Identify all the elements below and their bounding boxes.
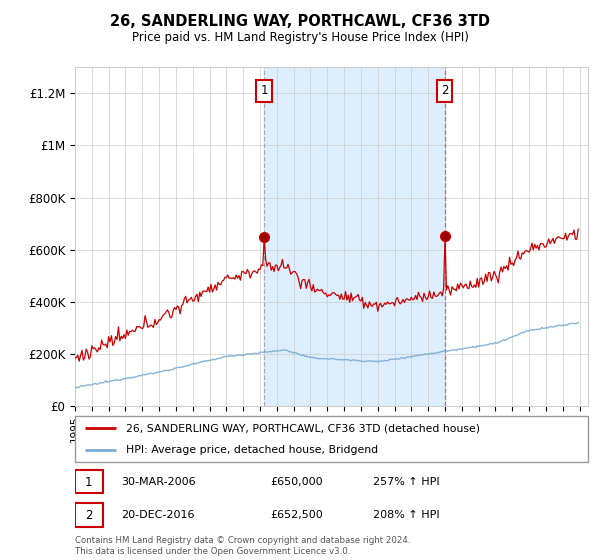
FancyBboxPatch shape	[75, 470, 103, 493]
Text: Price paid vs. HM Land Registry's House Price Index (HPI): Price paid vs. HM Land Registry's House …	[131, 31, 469, 44]
Text: 257% ↑ HPI: 257% ↑ HPI	[373, 477, 439, 487]
Text: 2: 2	[85, 509, 92, 522]
Text: HPI: Average price, detached house, Bridgend: HPI: Average price, detached house, Brid…	[127, 445, 379, 455]
FancyBboxPatch shape	[75, 503, 103, 527]
Text: Contains HM Land Registry data © Crown copyright and database right 2024.
This d: Contains HM Land Registry data © Crown c…	[75, 536, 410, 556]
Text: 26, SANDERLING WAY, PORTHCAWL, CF36 3TD: 26, SANDERLING WAY, PORTHCAWL, CF36 3TD	[110, 14, 490, 29]
Text: 30-MAR-2006: 30-MAR-2006	[121, 477, 196, 487]
FancyBboxPatch shape	[75, 416, 588, 462]
Text: 26, SANDERLING WAY, PORTHCAWL, CF36 3TD (detached house): 26, SANDERLING WAY, PORTHCAWL, CF36 3TD …	[127, 423, 481, 433]
Text: 1: 1	[260, 85, 268, 97]
Bar	[264, 67, 445, 406]
Text: 20-DEC-2016: 20-DEC-2016	[121, 510, 194, 520]
Text: 208% ↑ HPI: 208% ↑ HPI	[373, 510, 439, 520]
Text: 2: 2	[441, 85, 448, 97]
Text: £650,000: £650,000	[270, 477, 323, 487]
Text: £652,500: £652,500	[270, 510, 323, 520]
Text: 1: 1	[85, 475, 92, 489]
